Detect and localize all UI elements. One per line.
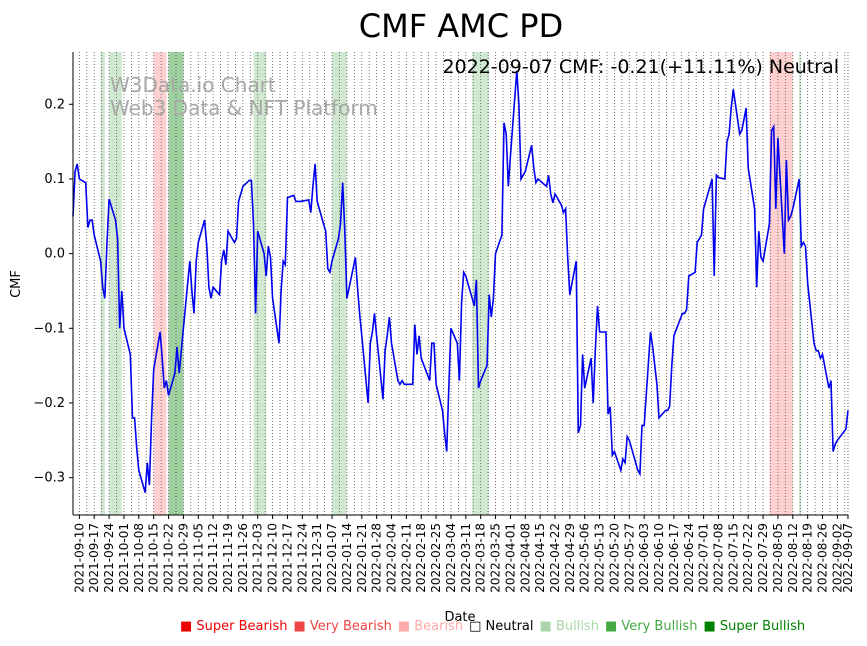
y-ticks: −0.3 −0.2 −0.1 0.0 0.1 0.2 xyxy=(33,97,73,486)
x-tick-label: 2021-11-05 xyxy=(191,523,205,593)
legend-marker-icon: ■ xyxy=(397,619,415,634)
legend-label: Bearish xyxy=(414,619,464,634)
band-bullish xyxy=(109,52,122,515)
x-axis-label: Date xyxy=(444,610,475,625)
x-tick-label: 2022-07-22 xyxy=(741,523,755,593)
x-tick-label: 2021-11-19 xyxy=(221,523,235,593)
x-tick-label: 2022-03-04 xyxy=(444,523,458,593)
legend-label: Very Bullish xyxy=(621,619,698,634)
x-tick-label: 2021-10-08 xyxy=(132,523,146,593)
x-tick-label: 2022-05-06 xyxy=(578,523,592,593)
x-tick-label: 2022-03-11 xyxy=(459,523,473,593)
x-tick-label: 2022-04-01 xyxy=(503,523,517,593)
x-tick-label: 2021-10-15 xyxy=(147,523,161,593)
x-tick-label: 2022-07-08 xyxy=(711,523,725,593)
x-tick-label: 2021-12-17 xyxy=(280,523,294,593)
band-bullish xyxy=(253,52,267,515)
y-tick-label: 0.0 xyxy=(44,247,65,262)
x-tick-label: 2022-07-15 xyxy=(726,523,740,593)
x-tick-label: 2022-02-25 xyxy=(429,523,443,593)
watermark-line-2: Web3 Data & NFT Platform xyxy=(110,96,378,120)
legend-marker-icon: ■ xyxy=(604,619,622,634)
x-ticks: 2021-09-10 2021-09-17 2021-09-24 2021-10-01… xyxy=(72,515,855,593)
x-tick-label: 2022-01-14 xyxy=(340,523,354,593)
legend-label: Super Bearish xyxy=(196,619,288,634)
y-tick-label: 0.2 xyxy=(44,97,65,112)
x-tick-label: 2022-06-10 xyxy=(652,523,666,593)
legend-marker-icon: ■ xyxy=(703,619,720,634)
x-tick-label: 2021-10-29 xyxy=(176,523,190,593)
legend-label: Very Bearish xyxy=(309,619,392,634)
legend-item-bullish: ■ Bullish xyxy=(540,619,599,634)
x-tick-label: 2022-04-29 xyxy=(563,523,577,593)
x-tick-label: 2022-02-04 xyxy=(384,523,398,593)
x-tick-label: 2022-08-19 xyxy=(801,523,815,593)
x-tick-label: 2022-09-07 xyxy=(841,523,855,593)
x-tick-label: 2022-02-18 xyxy=(414,523,428,593)
legend-item-very-bearish: ■ Very Bearish xyxy=(294,619,392,634)
legend-item-neutral: □ Neutral xyxy=(469,619,533,634)
band-bearish xyxy=(769,52,793,515)
chart-title: CMF AMC PD xyxy=(359,7,563,45)
cmf-series-line xyxy=(72,70,849,493)
x-tick-label: 2021-09-17 xyxy=(87,523,101,593)
x-tick-label: 2022-06-03 xyxy=(637,523,651,593)
x-tick-label: 2022-08-26 xyxy=(816,523,830,593)
legend-label: Super Bullish xyxy=(719,619,806,634)
x-tick-label: 2022-04-22 xyxy=(548,523,562,593)
y-tick-label: −0.2 xyxy=(33,396,65,411)
y-tick-label: −0.1 xyxy=(33,321,65,336)
legend-marker-icon: □ xyxy=(469,619,486,634)
x-tick-label: 2022-09-02 xyxy=(830,523,844,593)
legend-label: Bullish xyxy=(555,619,599,634)
legend-item-bearish: ■ Bearish xyxy=(398,619,463,634)
x-tick-label: 2022-03-25 xyxy=(489,523,503,593)
x-tick-label: 2022-08-12 xyxy=(786,523,800,593)
x-tick-label: 2021-11-26 xyxy=(236,523,250,593)
x-tick-label: 2021-11-12 xyxy=(206,523,220,593)
x-tick-label: 2022-06-17 xyxy=(667,523,681,593)
x-tick-label: 2022-04-15 xyxy=(533,523,547,593)
x-tick-label: 2022-01-28 xyxy=(370,523,384,593)
x-tick-label: 2022-01-21 xyxy=(355,523,369,593)
legend-item-very-bullish: ■ Very Bullish xyxy=(605,619,697,634)
x-tick-label: 2022-04-08 xyxy=(518,523,532,593)
x-tick-label: 2021-12-24 xyxy=(295,523,309,593)
x-tick-label: 2021-12-03 xyxy=(251,523,265,593)
watermark-line-1: W3Data.io Chart xyxy=(110,73,276,97)
x-tick-label: 2021-09-10 xyxy=(72,523,86,593)
x-tick-label: 2022-07-29 xyxy=(756,523,770,593)
x-tick-label: 2022-05-13 xyxy=(593,523,607,593)
band-bearish xyxy=(153,52,167,515)
y-axis-label: CMF xyxy=(9,270,24,298)
x-tick-label: 2021-10-22 xyxy=(162,523,176,593)
legend-item-super-bearish: ■ Super Bearish xyxy=(180,619,288,634)
x-tick-label: 2022-05-20 xyxy=(607,523,621,593)
x-tick-label: 2022-03-18 xyxy=(474,523,488,593)
legend-marker-icon: ■ xyxy=(180,619,197,634)
legend-marker-icon: ■ xyxy=(293,619,310,634)
x-tick-label: 2022-08-05 xyxy=(771,523,785,593)
x-tick-label: 2021-09-24 xyxy=(102,523,116,593)
x-tick-label: 2022-02-11 xyxy=(399,523,413,593)
x-tick-label: 2022-07-01 xyxy=(697,523,711,593)
x-tick-label: 2021-12-10 xyxy=(266,523,280,593)
x-tick-label: 2022-05-27 xyxy=(622,523,636,593)
x-tick-label: 2022-06-24 xyxy=(682,523,696,593)
y-tick-label: −0.3 xyxy=(33,471,65,486)
legend-item-super-bullish: ■ Super Bullish xyxy=(703,619,805,634)
annotation-label: 2022-09-07 CMF: -0.21(+11.11%) Neutral xyxy=(442,56,839,78)
x-tick-label: 2021-10-01 xyxy=(117,523,131,593)
legend-marker-icon: ■ xyxy=(539,619,556,634)
signal-legend: ■ Super Bearish ■ Very Bearish ■ Bearish □ … xyxy=(180,619,811,634)
x-tick-label: 2021-12-31 xyxy=(310,523,324,593)
y-tick-label: 0.1 xyxy=(44,172,65,187)
x-tick-label: 2022-01-07 xyxy=(325,523,339,593)
legend-label: Neutral xyxy=(485,619,534,634)
